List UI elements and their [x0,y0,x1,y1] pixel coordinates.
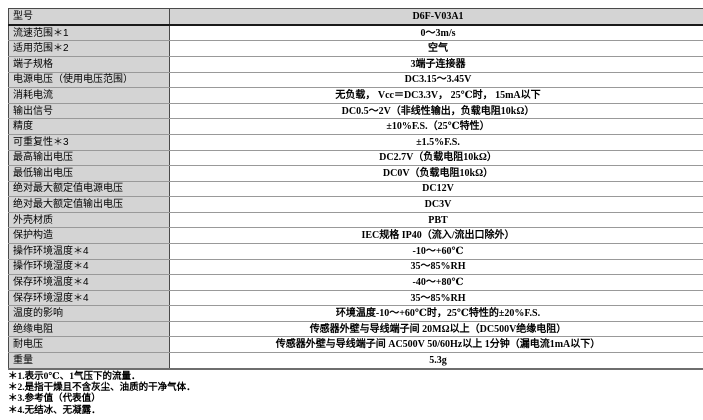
table-row: 流速范围＊1 0～3m/s [8,24,703,42]
spec-label-cell: 外壳材质 [8,212,170,229]
table-row: 保存环境湿度＊4 35～85%RH [8,290,703,307]
spec-label-cell: 消耗电流 [8,87,170,104]
table-row: 电源电压（使用电压范围） DC3.15～3.45V [8,72,703,89]
spec-value-cell: 35～85%RH [169,259,703,276]
spec-label-cell: 型号 [8,8,170,26]
spec-value-cell: -10～+60℃ [169,243,703,260]
table-row: 输出信号 DC0.5～2V（非线性输出，负载电阻10kΩ） [8,103,703,120]
spec-value-cell: DC3.15～3.45V [169,72,703,89]
spec-value-cell: 传感器外壁与导线端子间 AC500V 50/60Hz以上 1分钟（漏电流1mA以… [169,336,703,354]
spec-label-cell: 最低输出电压 [8,165,170,182]
footnote-line: ＊1.表示0℃、1气压下的流量． [8,372,141,382]
table-row: 绝缘电阻 传感器外壁与导线端子间 20MΩ以上（DC500V绝缘电阻） [8,321,703,338]
table-row: 消耗电流 无负载， Vcc＝DC3.3V， 25℃时， 15mA以下 [8,87,703,104]
spec-table-body: 型号 D6F-V03A1 流速范围＊1 0～3m/s 适用范围＊2 空气 端子规格 3端子连接… [8,8,703,369]
spec-value-cell: -40～+80℃ [169,274,703,291]
spec-label-cell: 温度的影响 [8,305,170,322]
table-row: 保护构造 IEC规格 IP40（流入/流出口除外） [8,227,703,244]
spec-label-cell: 绝对最大额定值输出电压 [8,196,170,213]
spec-label-cell: 最高输出电压 [8,150,170,167]
spec-label-cell: 绝缘电阻 [8,321,170,338]
spec-value-cell: DC3V [169,196,703,213]
spec-value-cell: ±10%F.S.（25℃特性） [169,118,703,135]
table-row: 操作环境湿度＊4 35～85%RH [8,259,703,276]
spec-label-cell: 操作环境温度＊4 [8,243,170,260]
spec-label-cell: 保存环境湿度＊4 [8,290,170,307]
footnote-line: ＊4.无结冰、无凝露． [8,405,101,416]
table-row: 温度的影响 环境温度-10～+60℃时，25℃特性的±20%F.S. [8,305,703,322]
spec-value-cell: PBT [169,212,703,229]
spec-label-cell: 流速范围＊1 [8,24,170,42]
spec-value-cell: 35～85%RH [169,290,703,307]
spec-value-cell: 0～3m/s [169,24,703,42]
table-row: 操作环境温度＊4 -10～+60℃ [8,243,703,260]
spec-label-cell: 绝对最大额定值电源电压 [8,181,170,198]
spec-value-cell: 空气 [169,40,703,58]
table-row: 最高输出电压 DC2.7V（负载电阻10kΩ） [8,150,703,167]
table-row: 可重复性＊3 ±1.5%F.S. [8,134,703,151]
spec-value-cell: DC0.5～2V（非线性输出，负载电阻10kΩ） [169,103,703,120]
table-row: 端子规格 3端子连接器 [8,56,703,73]
table-row: 最低输出电压 DC0V（负载电阻10kΩ） [8,165,703,182]
table-row: 绝对最大额定值电源电压 DC12V [8,181,703,198]
table-row: 外壳材质 PBT [8,212,703,229]
spec-value-cell: 3端子连接器 [169,56,703,73]
spec-label-cell: 保护构造 [8,227,170,244]
spec-value-cell: ±1.5%F.S. [169,134,703,151]
spec-label-cell: 适用范围＊2 [8,40,170,58]
spec-value-cell: DC0V（负载电阻10kΩ） [169,165,703,182]
spec-value-cell: 传感器外壁与导线端子间 20MΩ以上（DC500V绝缘电阻） [169,321,703,338]
table-row: 型号 D6F-V03A1 [8,8,703,26]
footnote-line: ＊3.参考值（代表值） [8,394,101,405]
spec-label-cell: 可重复性＊3 [8,134,170,151]
table-row: 重量 5.3g [8,352,703,369]
table-row: 精度 ±10%F.S.（25℃特性） [8,118,703,135]
footnote-line: ＊2.是指干燥且不含灰尘、油质的干净气体． [8,383,196,394]
spec-label-cell: 保存环境温度＊4 [8,274,170,291]
spec-label-cell: 操作环境湿度＊4 [8,259,170,276]
spec-value-cell: 环境温度-10～+60℃时，25℃特性的±20%F.S. [169,305,703,322]
spec-value-cell: DC2.7V（负载电阻10kΩ） [169,150,703,167]
table-row: 保存环境温度＊4 -40～+80℃ [8,274,703,291]
spec-label-cell: 端子规格 [8,56,170,73]
spec-value-cell: 5.3g [169,352,703,369]
spec-value-cell: DC12V [169,181,703,198]
spec-value-cell: D6F-V03A1 [169,8,703,26]
table-row: 适用范围＊2 空气 [8,40,703,58]
spec-label-cell: 输出信号 [8,103,170,120]
spec-label-cell: 耐电压 [8,336,170,354]
spec-label-cell: 精度 [8,118,170,135]
table-row: 绝对最大额定值输出电压 DC3V [8,196,703,213]
footnotes: ＊1.表示0℃、1气压下的流量． ＊2.是指干燥且不含灰尘、油质的干净气体． ＊3.… [8,372,196,417]
spec-table: 型号 D6F-V03A1 流速范围＊1 0～3m/s 适用范围＊2 空气 端子规格 3端子连接… [8,8,703,370]
spec-label-cell: 电源电压（使用电压范围） [8,72,170,89]
spec-value-cell: 无负载， Vcc＝DC3.3V， 25℃时， 15mA以下 [169,87,703,104]
table-row: 耐电压 传感器外壁与导线端子间 AC500V 50/60Hz以上 1分钟（漏电流1… [8,336,703,354]
spec-label-cell: 重量 [8,352,170,369]
spec-value-cell: IEC规格 IP40（流入/流出口除外） [169,227,703,244]
